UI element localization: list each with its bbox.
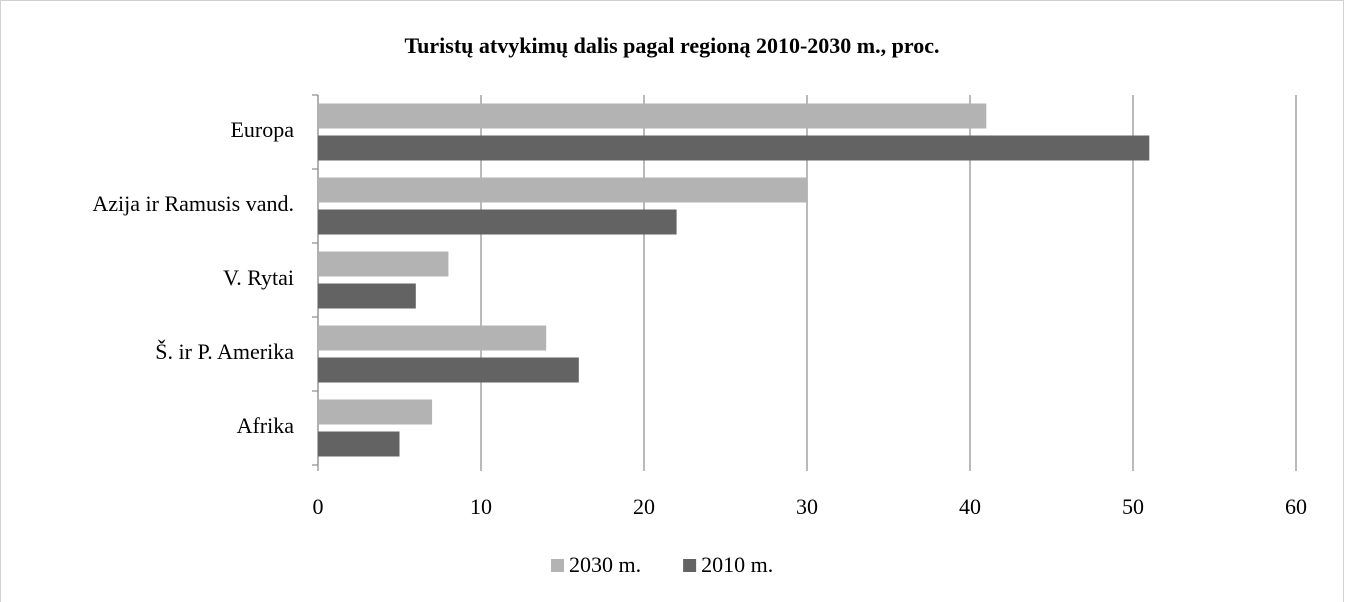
y-tick-label: Europa	[230, 117, 294, 142]
x-tick-label: 20	[633, 494, 655, 519]
chart-title: Turistų atvykimų dalis pagal regioną 201…	[405, 33, 940, 58]
bar	[318, 357, 579, 383]
bar	[318, 135, 1150, 161]
x-tick-label: 50	[1122, 494, 1144, 519]
x-tick-label: 0	[313, 494, 324, 519]
bar	[318, 325, 547, 351]
bar	[318, 177, 807, 203]
legend-swatch	[683, 559, 697, 572]
bar	[318, 399, 433, 425]
bar	[318, 283, 416, 309]
y-tick-label: V. Rytai	[223, 265, 294, 290]
x-tick-label: 10	[470, 494, 492, 519]
bar	[318, 103, 987, 129]
bar	[318, 209, 677, 235]
x-tick-label: 30	[796, 494, 818, 519]
x-tick-label: 60	[1285, 494, 1307, 519]
legend-swatch	[551, 559, 564, 572]
bar	[318, 431, 400, 457]
y-tick-label: Š. ir P. Amerika	[155, 339, 294, 364]
legend-label: 2030 m.	[569, 552, 641, 577]
legend-label: 2010 m.	[701, 552, 773, 577]
y-tick-label: Azija ir Ramusis vand.	[92, 191, 294, 216]
y-tick-label: Afrika	[237, 413, 295, 438]
x-tick-label: 40	[959, 494, 981, 519]
bar	[318, 251, 449, 277]
